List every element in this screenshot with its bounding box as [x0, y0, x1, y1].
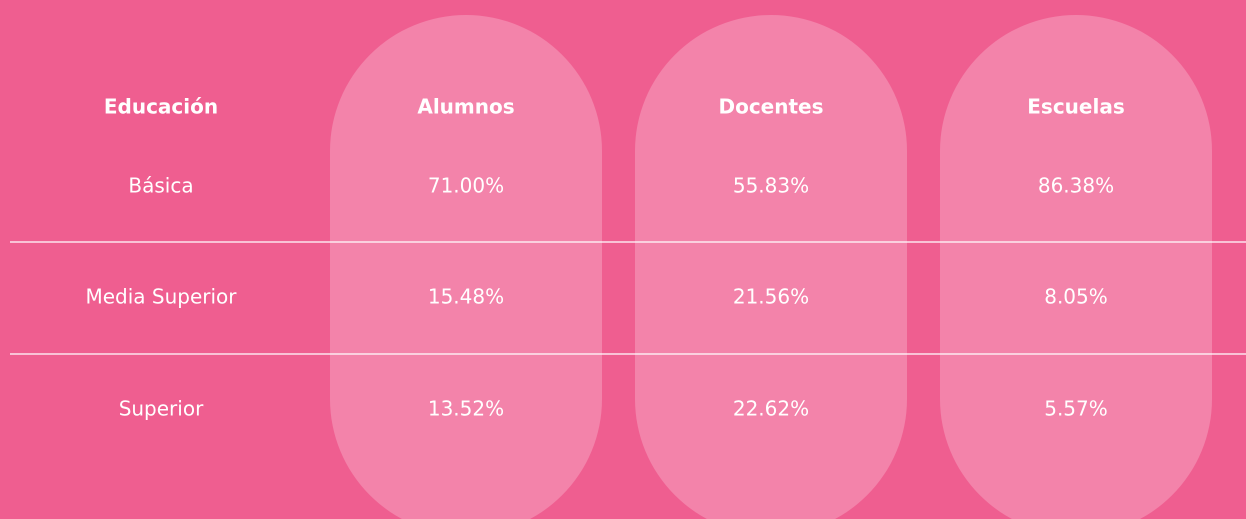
cell-value: 13.52% — [428, 397, 504, 421]
cell-value: 55.83% — [733, 174, 809, 198]
column-header: Educación — [104, 95, 218, 119]
cell-value: 86.38% — [1038, 174, 1114, 198]
column-highlight — [635, 15, 907, 519]
cell-value: 22.62% — [733, 397, 809, 421]
cell-value: 15.48% — [428, 285, 504, 309]
column-highlight — [330, 15, 602, 519]
cells: Educación Alumnos Docentes Escuelas Básica 71… — [85, 95, 1124, 421]
cell-value: 71.00% — [428, 174, 504, 198]
row-label: Superior — [119, 397, 204, 421]
column-header: Docentes — [718, 95, 823, 119]
cell-value: 8.05% — [1044, 285, 1108, 309]
cell-value: 5.57% — [1044, 397, 1108, 421]
column-header: Escuelas — [1027, 95, 1124, 119]
row-label: Media Superior — [85, 285, 237, 309]
cell-value: 21.56% — [733, 285, 809, 309]
row-label: Básica — [128, 174, 193, 198]
column-header: Alumnos — [417, 95, 514, 119]
column-highlight — [940, 15, 1212, 519]
